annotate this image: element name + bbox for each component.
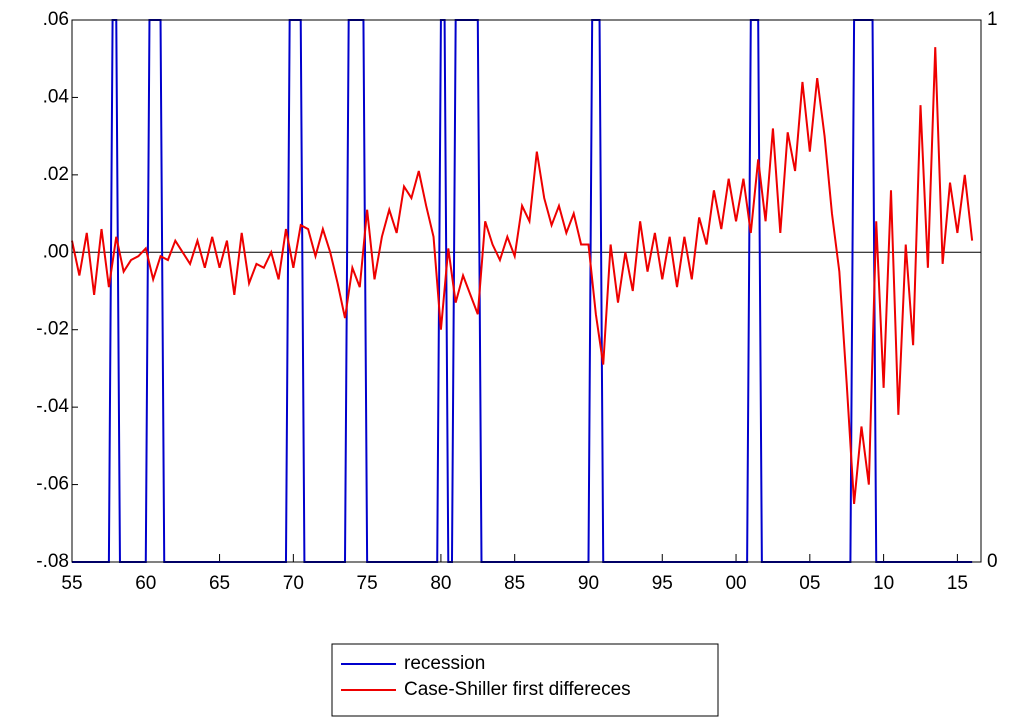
x-tick-label: 90 [578, 573, 599, 594]
series-line [71, 47, 974, 505]
x-tick-label: 10 [873, 573, 894, 594]
legend-label: Case-Shiller first differeces [404, 679, 631, 700]
y-tick-label: -.02 [36, 319, 69, 340]
x-tick-label: 95 [652, 573, 673, 594]
x-tick-label: 85 [504, 573, 525, 594]
series-line [72, 19, 973, 563]
y-tick-label: -.04 [36, 396, 69, 417]
y-tick-label: .00 [43, 241, 69, 262]
y-tick-label: -.06 [36, 474, 69, 495]
plot-frame [71, 19, 982, 563]
x-tick-label: 05 [799, 573, 820, 594]
y-tick-label: .02 [43, 164, 69, 185]
x-tick-label: 55 [61, 573, 82, 594]
x-tick-label: 60 [135, 573, 156, 594]
legend-box [331, 643, 719, 717]
y2-tick-label: 1 [987, 9, 998, 30]
y-tick-label: .04 [43, 86, 70, 107]
x-tick-label: 15 [947, 573, 968, 594]
y-tick-label: .06 [43, 9, 69, 30]
x-tick-label: 75 [357, 573, 378, 594]
legend-label: recession [404, 653, 485, 674]
y-tick-label: -.08 [36, 551, 69, 572]
x-tick-label: 00 [725, 573, 746, 594]
y2-tick-label: 0 [987, 551, 998, 572]
x-tick-label: 70 [283, 573, 304, 594]
x-tick-label: 65 [209, 573, 230, 594]
x-tick-label: 80 [430, 573, 451, 594]
